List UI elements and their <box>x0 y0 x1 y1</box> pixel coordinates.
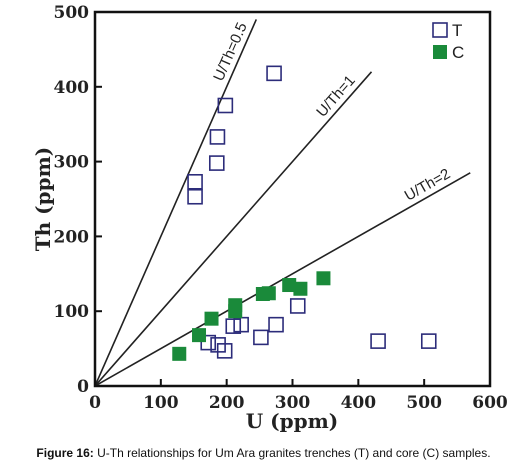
x-tick-label: 100 <box>143 393 179 413</box>
core-sample-point <box>228 304 243 319</box>
y-tick-label: 0 <box>77 377 89 397</box>
core-sample-point <box>316 271 331 286</box>
x-tick-label: 300 <box>275 393 311 413</box>
trench-sample-point <box>216 343 233 359</box>
legend-swatch <box>433 45 447 59</box>
trench-sample-point <box>370 333 386 349</box>
y-axis-ticks: 0 100 200 300 400 500 <box>54 3 102 397</box>
trench-sample-point <box>208 155 225 171</box>
x-tick-label: 0 <box>89 393 101 413</box>
x-tick-label: 500 <box>406 393 442 413</box>
trench-sample-point <box>217 97 234 114</box>
x-axis-ticks: 0 100 200 300 400 500 600 <box>89 379 508 413</box>
core-sample-point <box>261 286 276 301</box>
ratio-line-label: U/Th=0.5 <box>210 20 251 84</box>
ratio-line <box>94 19 258 387</box>
caption-text: U-Th relationships for Um Ara granites t… <box>93 446 491 460</box>
legend-label: T <box>452 21 462 40</box>
trench-sample-point <box>187 173 203 190</box>
scatter-chart: U/Th=0.5U/Th=1U/Th=2 0 100 200 300 400 500 600… <box>31 3 508 433</box>
ratio-line-label: U/Th=2 <box>402 165 454 204</box>
trench-sample-point <box>289 298 306 314</box>
legend-label: C <box>452 43 464 62</box>
trench-sample-point <box>209 129 226 145</box>
x-tick-label: 400 <box>341 393 377 413</box>
x-tick-label: 200 <box>209 393 245 413</box>
trench-sample-point <box>225 318 242 334</box>
core-sample-point <box>204 311 219 326</box>
x-axis-title: U (ppm) <box>246 409 338 433</box>
caption-label: Figure 16: <box>36 446 94 460</box>
trench-sample-point <box>187 188 203 205</box>
trench-sample-point <box>420 333 437 349</box>
plot-frame <box>93 10 492 388</box>
data-points <box>172 65 437 361</box>
core-sample-point <box>172 346 187 361</box>
core-sample-point <box>192 328 207 343</box>
y-tick-label: 400 <box>54 78 90 98</box>
figure-caption: Figure 16: U-Th relationships for Um Ara… <box>0 446 527 460</box>
core-sample-point <box>282 278 297 293</box>
y-axis-title: Th (ppm) <box>31 147 55 251</box>
y-tick-label: 100 <box>54 302 90 322</box>
core-sample-point <box>293 281 308 296</box>
x-tick-label: 600 <box>472 393 508 413</box>
trench-sample-point <box>253 329 269 346</box>
legend-swatch <box>432 22 448 38</box>
y-tick-label: 300 <box>54 153 90 173</box>
trench-sample-point <box>200 334 217 351</box>
legend: TC <box>432 21 464 62</box>
trench-sample-point <box>266 65 282 82</box>
y-tick-label: 200 <box>54 227 90 247</box>
y-tick-label: 500 <box>54 3 90 23</box>
plot-area: U/Th=0.5U/Th=1U/Th=2 <box>94 19 471 387</box>
ratio-line <box>94 71 373 387</box>
trench-sample-point <box>268 316 284 333</box>
